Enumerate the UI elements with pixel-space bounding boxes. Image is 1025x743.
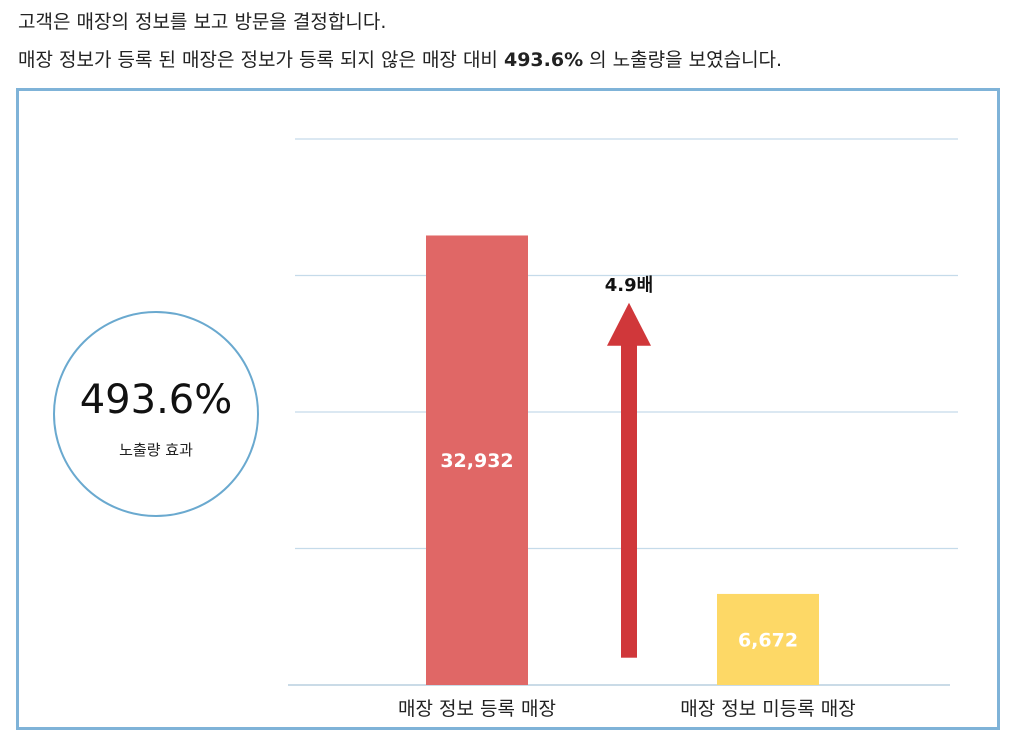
header-line-2-suffix: 의 노출량을 보였습니다. xyxy=(583,49,783,71)
x-tick-label: 매장 정보 미등록 매장 xyxy=(680,698,855,720)
header-line-2: 매장 정보가 등록 된 매장은 정보가 등록 되지 않은 매장 대비 493.6… xyxy=(18,46,782,74)
growth-arrow-shaft xyxy=(621,344,637,658)
header-line-1: 고객은 매장의 정보를 보고 방문을 결정합니다. xyxy=(18,11,387,33)
effect-badge-value: 493.6% xyxy=(79,377,233,423)
bar xyxy=(426,235,528,685)
x-tick-label: 매장 정보 등록 매장 xyxy=(398,698,556,720)
header-line-2-prefix: 매장 정보가 등록 된 매장은 정보가 등록 되지 않은 매장 대비 xyxy=(18,49,504,71)
effect-badge-label: 노출량 효과 xyxy=(119,441,193,459)
effect-badge: 493.6% 노출량 효과 xyxy=(53,311,259,517)
growth-multiplier-label: 4.9배 xyxy=(605,275,653,296)
bar-value-label: 6,672 xyxy=(738,629,798,651)
bar-value-label: 32,932 xyxy=(440,450,513,472)
header-line-2-highlight: 493.6% xyxy=(503,49,584,71)
growth-arrow-head xyxy=(607,302,651,346)
bar xyxy=(717,593,819,685)
